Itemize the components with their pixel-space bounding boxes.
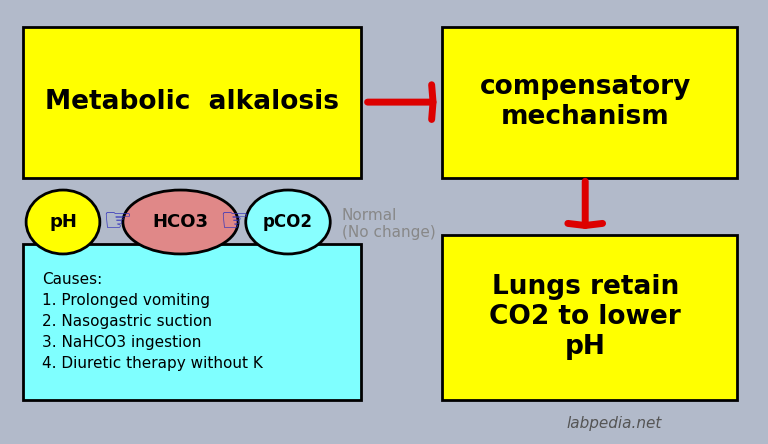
- Text: ☞: ☞: [102, 206, 131, 238]
- Text: ☞: ☞: [220, 206, 249, 238]
- Text: Causes:
1. Prolonged vomiting
2. Nasogastric suction
3. NaHCO3 ingestion
4. Diur: Causes: 1. Prolonged vomiting 2. Nasogas…: [42, 273, 263, 371]
- Text: Normal
(No change): Normal (No change): [342, 208, 435, 240]
- Text: labpedia.net: labpedia.net: [567, 416, 662, 431]
- Text: HCO3: HCO3: [153, 213, 208, 231]
- FancyBboxPatch shape: [23, 27, 361, 178]
- Ellipse shape: [26, 190, 100, 254]
- Text: compensatory
mechanism: compensatory mechanism: [479, 74, 691, 130]
- Ellipse shape: [246, 190, 330, 254]
- Text: pCO2: pCO2: [263, 213, 313, 231]
- Ellipse shape: [123, 190, 238, 254]
- Text: Lungs retain
CO2 to lower
pH: Lungs retain CO2 to lower pH: [489, 274, 681, 361]
- FancyBboxPatch shape: [442, 235, 737, 400]
- FancyBboxPatch shape: [23, 244, 361, 400]
- Text: pH: pH: [49, 213, 77, 231]
- Text: Metabolic  alkalosis: Metabolic alkalosis: [45, 89, 339, 115]
- FancyBboxPatch shape: [442, 27, 737, 178]
